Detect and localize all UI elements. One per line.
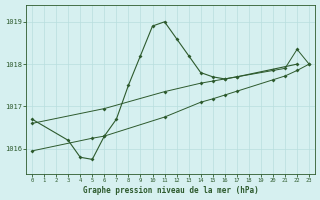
X-axis label: Graphe pression niveau de la mer (hPa): Graphe pression niveau de la mer (hPa) xyxy=(83,186,259,195)
